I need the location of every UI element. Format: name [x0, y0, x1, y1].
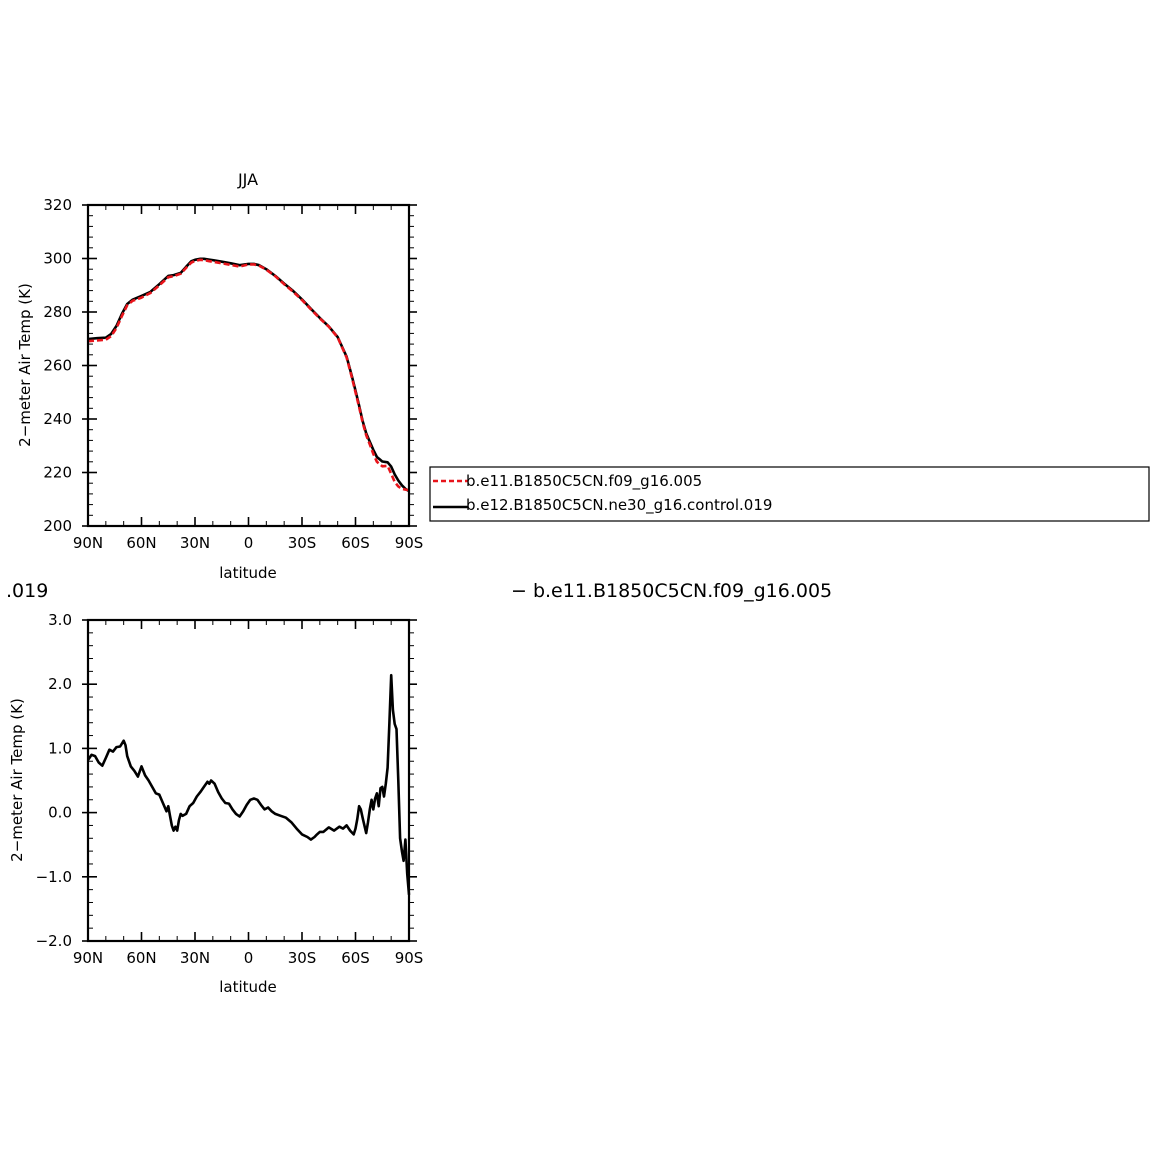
bottom-x-tick-label: 0: [244, 949, 254, 967]
bottom-x-tick-label: 30N: [180, 949, 210, 967]
top-x-tick-label: 60S: [341, 534, 370, 552]
top-x-tick-label: 90S: [395, 534, 424, 552]
top-y-tick-label: 220: [43, 464, 72, 482]
top-x-tick-label: 30S: [288, 534, 317, 552]
bottom-y-axis-label: 2−meter Air Temp (K): [8, 698, 26, 862]
top-y-tick-label: 200: [43, 517, 72, 535]
top-x-axis-label: latitude: [219, 564, 277, 582]
top-y-tick-label: 240: [43, 410, 72, 428]
top-y-axis-label: 2−meter Air Temp (K): [16, 283, 34, 447]
top-x-tick-label: 0: [244, 534, 254, 552]
header-fragment-left: .019: [6, 580, 48, 602]
bottom-series-line-solid: [86, 673, 411, 895]
bottom-y-tick-label: −1.0: [36, 868, 72, 886]
bottom-y-tick-label: 3.0: [48, 611, 72, 629]
top-chart-title: JJA: [237, 170, 258, 189]
top-plot-panel: JJA 90N 60N 30N 0 30S 60S 90S 200 220 240 260 280 30…: [16, 170, 423, 582]
legend-label-series-a: b.e11.B1850C5CN.f09_g16.005: [466, 472, 702, 491]
bottom-x-tick-label: 90N: [73, 949, 103, 967]
legend-box: [429, 466, 1150, 522]
top-series-line-dashed: [87, 258, 410, 492]
top-y-tick-label: 260: [43, 357, 72, 375]
top-y-tick-label: 280: [43, 303, 72, 321]
bottom-x-tick-label: 60N: [126, 949, 156, 967]
bottom-series-group: [86, 673, 411, 895]
top-x-tick-label: 60N: [126, 534, 156, 552]
legend-label-series-b: b.e12.B1850C5CN.ne30_g16.control.019: [466, 496, 772, 515]
header-fragment-right: − b.e11.B1850C5CN.f09_g16.005: [511, 580, 832, 602]
top-y-tick-label: 320: [43, 196, 72, 214]
bottom-y-tick-label: 1.0: [48, 739, 72, 757]
bottom-x-tick-label: 30S: [288, 949, 317, 967]
top-plot-frame: [86, 203, 411, 528]
bottom-axis-ticks: 90N 60N 30N 0 30S 60S 90S −2.0 −1.0 0.0 1.0 2.0 3.0: [36, 611, 424, 967]
bottom-y-tick-label: 0.0: [48, 804, 72, 822]
top-x-tick-label: 30N: [180, 534, 210, 552]
bottom-plot-frame: [86, 618, 411, 943]
top-axis-ticks: 90N 60N 30N 0 30S 60S 90S 200 220 240 260 280 300 320: [43, 196, 423, 552]
bottom-y-tick-label: −2.0: [36, 932, 72, 950]
top-series-group: [87, 257, 410, 493]
bottom-x-tick-label: 60S: [341, 949, 370, 967]
bottom-y-tick-label: 2.0: [48, 675, 72, 693]
top-series-line-solid: [87, 257, 410, 493]
top-y-tick-label: 300: [43, 250, 72, 268]
bottom-x-axis-label: latitude: [219, 978, 277, 996]
bottom-x-tick-label: 90S: [395, 949, 424, 967]
bottom-plot-panel: 90N 60N 30N 0 30S 60S 90S−2.0−1.00.01.02.03.0 …: [8, 611, 423, 996]
legend: b.e11.B1850C5CN.f09_g16.005 b.e12.B1850C…: [429, 466, 1150, 522]
top-x-tick-label: 90N: [73, 534, 103, 552]
